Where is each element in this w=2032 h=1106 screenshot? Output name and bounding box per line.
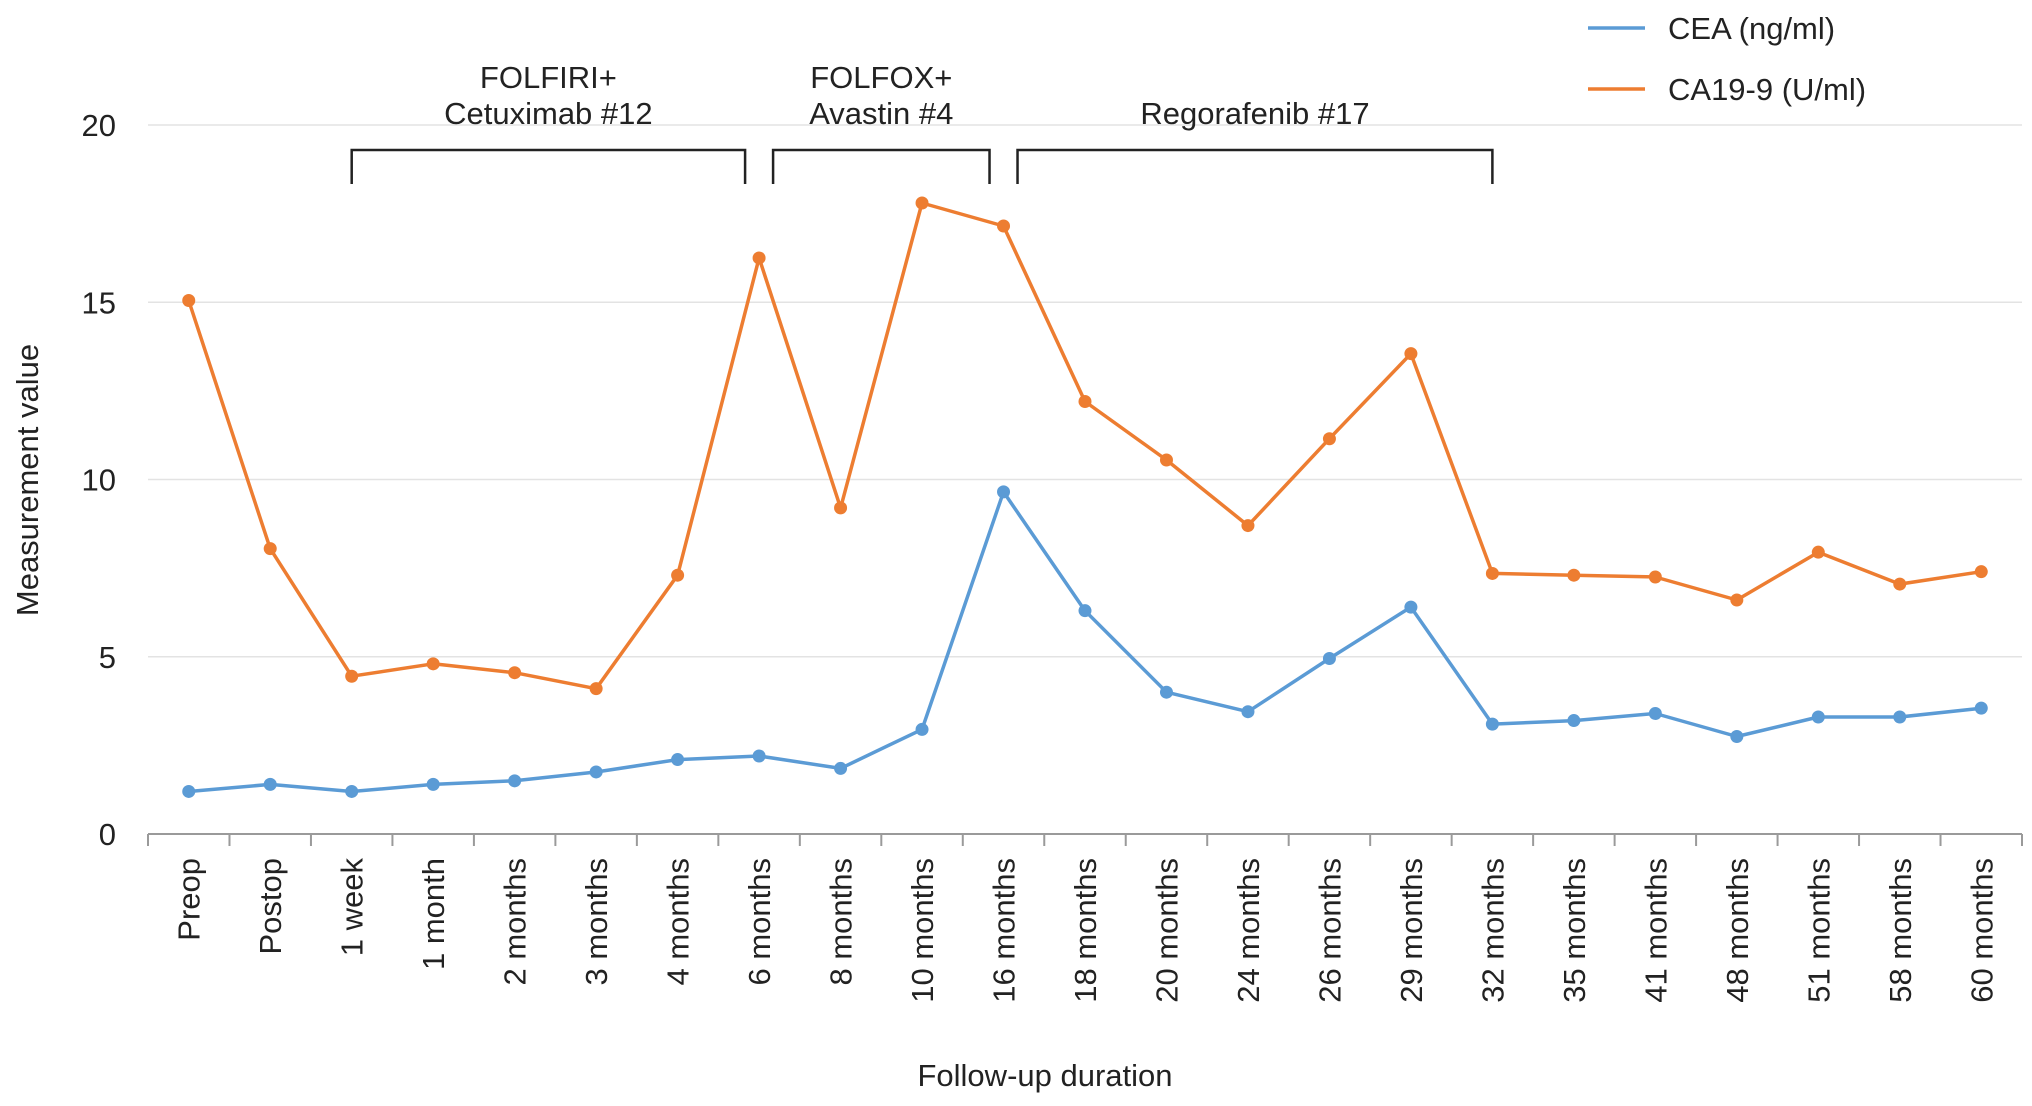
data-point xyxy=(182,293,196,307)
x-axis xyxy=(147,833,2023,846)
data-point xyxy=(1730,730,1744,744)
data-point xyxy=(508,774,522,788)
data-point xyxy=(182,784,196,798)
data-point xyxy=(1567,568,1581,582)
y-tick-label: 10 xyxy=(82,463,116,498)
data-point xyxy=(915,196,929,210)
y-tick-label: 5 xyxy=(99,640,116,675)
x-tick-label: 41 months xyxy=(1638,858,1673,1003)
data-point xyxy=(1159,685,1173,699)
treatment-bracket xyxy=(350,148,747,184)
x-tick-label: 58 months xyxy=(1883,858,1918,1003)
data-point xyxy=(589,765,603,779)
y-tick-label: 20 xyxy=(82,108,116,143)
data-point xyxy=(834,501,848,515)
x-tick-label: 1 week xyxy=(335,858,370,957)
x-tick-label: 24 months xyxy=(1231,858,1266,1003)
treatment-bracket-label: Cetuximab #12 xyxy=(444,96,653,131)
data-point xyxy=(1078,604,1092,618)
treatment-bracket-label: Regorafenib #17 xyxy=(1140,96,1369,131)
legend-label: CEA (ng/ml) xyxy=(1668,11,1835,46)
y-axis-title: Measurement value xyxy=(10,344,45,616)
data-point xyxy=(834,761,848,775)
x-tick-label: 3 months xyxy=(579,858,614,986)
data-point xyxy=(1648,570,1662,584)
x-tick-label: 60 months xyxy=(1964,858,1999,1003)
treatment-bracket xyxy=(1016,148,1494,184)
data-point xyxy=(997,485,1011,499)
x-axis-tick-labels: Preop Postop 1 week 1 month 2 months 3 months… xyxy=(172,858,2000,1003)
data-point xyxy=(1078,395,1092,409)
x-tick-label: 16 months xyxy=(987,858,1022,1003)
x-tick-label: 35 months xyxy=(1557,858,1592,1003)
data-point xyxy=(752,749,766,763)
x-axis-title: Follow-up duration xyxy=(917,1058,1172,1093)
x-tick-label: 20 months xyxy=(1149,858,1184,1003)
x-tick-label: 26 months xyxy=(1312,858,1347,1003)
x-tick-label: 8 months xyxy=(824,858,859,986)
data-point xyxy=(1322,652,1336,666)
data-point xyxy=(1241,705,1255,719)
treatment-bracket-label: FOLFOX+ xyxy=(810,60,952,95)
data-point xyxy=(1811,545,1825,559)
x-tick-label: 18 months xyxy=(1068,858,1103,1003)
x-tick-label: 2 months xyxy=(498,858,533,986)
y-tick-label: 15 xyxy=(82,285,116,320)
legend-label: CA19-9 (U/ml) xyxy=(1668,72,1866,107)
data-point xyxy=(1893,577,1907,591)
data-point xyxy=(671,568,685,582)
data-point xyxy=(1404,600,1418,614)
x-tick-label: 32 months xyxy=(1475,858,1510,1003)
data-point xyxy=(426,657,440,671)
data-point xyxy=(1322,432,1336,446)
data-point xyxy=(671,753,685,767)
data-point xyxy=(263,777,277,791)
data-point xyxy=(345,669,359,683)
x-tick-label: 29 months xyxy=(1394,858,1429,1003)
data-point xyxy=(1485,717,1499,731)
data-point xyxy=(1159,453,1173,467)
y-axis-tick-labels: 0 5 10 15 20 xyxy=(82,108,116,852)
data-point xyxy=(508,666,522,680)
series-line-cea xyxy=(188,490,1982,794)
legend: CEA (ng/ml) CA19-9 (U/ml) xyxy=(1588,11,1866,107)
data-point xyxy=(1974,701,1988,715)
treatment-bracket-label: FOLFIRI+ xyxy=(480,60,617,95)
gridlines xyxy=(148,124,2022,658)
x-tick-label: 4 months xyxy=(661,858,696,986)
treatment-bracket-label: Avastin #4 xyxy=(809,96,953,131)
data-point xyxy=(1567,714,1581,728)
data-point xyxy=(997,219,1011,233)
treatment-bracket xyxy=(771,148,991,184)
data-point xyxy=(1241,519,1255,533)
data-series xyxy=(182,196,1988,798)
x-tick-label: Postop xyxy=(253,858,288,955)
x-tick-label: 48 months xyxy=(1720,858,1755,1003)
treatment-brackets: FOLFIRI+Cetuximab #12 FOLFOX+Avastin #4 Re… xyxy=(350,60,1494,184)
data-point xyxy=(1730,593,1744,607)
data-point xyxy=(589,682,603,696)
x-tick-label: Preop xyxy=(172,858,207,941)
data-point xyxy=(345,784,359,798)
data-point xyxy=(1404,347,1418,361)
data-point xyxy=(1485,566,1499,580)
y-tick-label: 0 xyxy=(99,817,116,852)
data-point xyxy=(1893,710,1907,724)
x-tick-label: 6 months xyxy=(742,858,777,986)
data-point xyxy=(1974,565,1988,579)
data-point xyxy=(263,542,277,556)
x-tick-label: 51 months xyxy=(1801,858,1836,1003)
data-point xyxy=(752,251,766,265)
x-tick-label: 1 month xyxy=(416,858,451,970)
x-tick-label: 10 months xyxy=(905,858,940,1003)
data-point xyxy=(915,722,929,736)
data-point xyxy=(426,777,440,791)
data-point xyxy=(1648,706,1662,720)
data-point xyxy=(1811,710,1825,724)
